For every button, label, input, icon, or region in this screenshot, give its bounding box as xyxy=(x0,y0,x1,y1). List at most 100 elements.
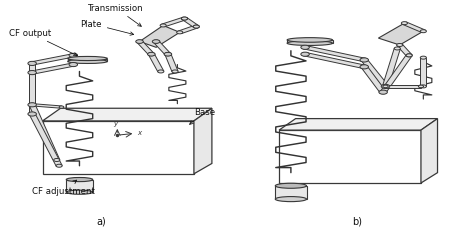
Polygon shape xyxy=(304,53,366,69)
Circle shape xyxy=(383,86,388,88)
Polygon shape xyxy=(140,26,180,48)
Circle shape xyxy=(69,54,78,58)
Ellipse shape xyxy=(66,178,93,182)
Polygon shape xyxy=(397,45,412,57)
Bar xyxy=(68,59,107,62)
Polygon shape xyxy=(380,56,412,93)
Polygon shape xyxy=(32,104,62,109)
Circle shape xyxy=(70,64,77,67)
Polygon shape xyxy=(279,131,421,183)
Circle shape xyxy=(382,85,389,89)
Text: Base: Base xyxy=(190,108,215,125)
Circle shape xyxy=(29,72,35,75)
Circle shape xyxy=(182,18,187,21)
Bar xyxy=(287,41,333,44)
Polygon shape xyxy=(361,67,386,93)
Circle shape xyxy=(158,71,164,74)
Ellipse shape xyxy=(275,183,307,188)
Circle shape xyxy=(136,41,143,44)
Circle shape xyxy=(380,91,386,94)
Circle shape xyxy=(56,164,62,168)
Polygon shape xyxy=(178,26,198,34)
Bar xyxy=(66,180,93,192)
Circle shape xyxy=(193,26,200,29)
Circle shape xyxy=(420,85,427,88)
Circle shape xyxy=(382,85,389,88)
Circle shape xyxy=(149,53,154,56)
Circle shape xyxy=(149,53,154,56)
Circle shape xyxy=(28,112,36,117)
Circle shape xyxy=(136,41,142,44)
Polygon shape xyxy=(29,64,35,105)
Circle shape xyxy=(401,22,407,25)
Circle shape xyxy=(59,106,64,109)
Circle shape xyxy=(69,63,78,67)
Ellipse shape xyxy=(68,57,107,61)
Circle shape xyxy=(301,53,309,57)
Circle shape xyxy=(165,53,171,56)
Polygon shape xyxy=(43,121,194,174)
Circle shape xyxy=(160,25,166,28)
Polygon shape xyxy=(149,55,164,73)
Circle shape xyxy=(302,46,308,50)
Circle shape xyxy=(152,41,160,44)
Circle shape xyxy=(406,55,412,57)
Circle shape xyxy=(70,55,77,58)
Polygon shape xyxy=(279,119,438,131)
Circle shape xyxy=(301,46,309,50)
Circle shape xyxy=(420,30,427,33)
Text: b): b) xyxy=(352,216,362,226)
Circle shape xyxy=(360,66,368,69)
Circle shape xyxy=(394,48,401,51)
Ellipse shape xyxy=(275,197,307,202)
Polygon shape xyxy=(161,18,186,27)
Circle shape xyxy=(29,63,35,66)
Circle shape xyxy=(380,91,386,94)
Circle shape xyxy=(28,103,36,107)
Polygon shape xyxy=(153,42,171,56)
Circle shape xyxy=(193,26,200,29)
Polygon shape xyxy=(361,60,389,88)
Polygon shape xyxy=(29,114,62,166)
Circle shape xyxy=(165,53,171,56)
Polygon shape xyxy=(420,58,427,87)
Circle shape xyxy=(379,91,387,95)
Circle shape xyxy=(361,66,368,69)
Circle shape xyxy=(360,59,368,62)
Circle shape xyxy=(419,86,424,88)
Text: y: y xyxy=(114,120,118,126)
Circle shape xyxy=(29,104,35,107)
Text: a): a) xyxy=(97,216,106,226)
Circle shape xyxy=(29,63,35,66)
Polygon shape xyxy=(31,55,75,65)
Circle shape xyxy=(406,55,412,57)
Circle shape xyxy=(29,104,35,107)
Polygon shape xyxy=(182,19,199,28)
Polygon shape xyxy=(31,64,75,75)
Ellipse shape xyxy=(287,38,333,43)
Circle shape xyxy=(148,53,155,57)
Polygon shape xyxy=(43,109,212,121)
Text: x: x xyxy=(137,129,141,135)
Text: CF output: CF output xyxy=(9,29,77,56)
Circle shape xyxy=(420,57,427,60)
Polygon shape xyxy=(385,86,421,88)
Circle shape xyxy=(29,72,35,75)
Polygon shape xyxy=(165,55,178,72)
Ellipse shape xyxy=(287,42,333,46)
Circle shape xyxy=(396,44,403,47)
Polygon shape xyxy=(29,105,60,161)
Polygon shape xyxy=(29,73,35,114)
Circle shape xyxy=(29,113,35,116)
Polygon shape xyxy=(304,46,366,62)
Circle shape xyxy=(381,85,390,89)
Circle shape xyxy=(28,62,36,66)
Circle shape xyxy=(302,53,308,57)
Circle shape xyxy=(30,104,35,106)
Polygon shape xyxy=(403,23,425,33)
Circle shape xyxy=(153,41,159,44)
Circle shape xyxy=(53,159,60,162)
Circle shape xyxy=(172,71,178,74)
Circle shape xyxy=(361,59,368,62)
Polygon shape xyxy=(421,119,438,183)
